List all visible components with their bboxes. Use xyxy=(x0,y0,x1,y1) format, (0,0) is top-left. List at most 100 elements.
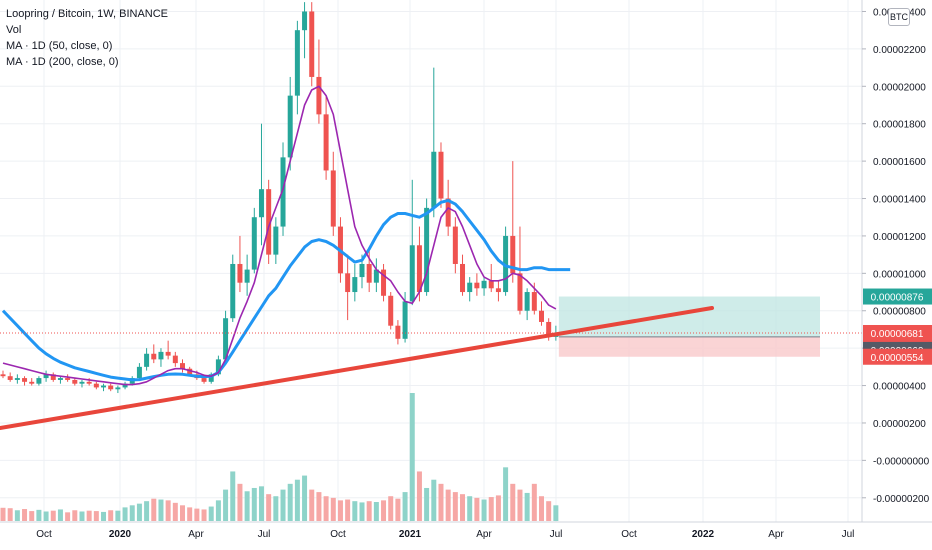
ma200-line xyxy=(1,198,571,382)
volume-bar xyxy=(101,511,107,521)
volume-bar xyxy=(438,483,444,521)
candle-body xyxy=(510,235,516,274)
candle-body xyxy=(352,277,358,293)
candle-body xyxy=(180,363,185,369)
candle-body xyxy=(294,30,300,96)
candle-body xyxy=(402,301,408,339)
x-tick-label: Oct xyxy=(621,529,637,540)
volume-bar xyxy=(57,509,63,521)
candle-body xyxy=(373,269,379,283)
candle-body xyxy=(230,263,236,319)
volume-bar xyxy=(546,501,552,521)
volume-bar xyxy=(151,498,157,521)
currency-badge[interactable]: BTC xyxy=(888,8,910,26)
candle-body xyxy=(345,273,351,293)
candle-body xyxy=(467,282,473,293)
y-tick-label: 0.00002200 xyxy=(873,45,926,56)
legend-ma200[interactable]: MA · 1D (200, close, 0) xyxy=(6,56,119,68)
volume-bar xyxy=(194,508,200,521)
volume-bar xyxy=(495,495,501,521)
y-tick-label: 0.00000200 xyxy=(873,419,926,430)
candle-body xyxy=(546,321,552,337)
candle-body xyxy=(115,387,121,390)
candle-body xyxy=(172,355,178,364)
stop-price-label-bg xyxy=(863,348,932,365)
volume-bar xyxy=(337,500,343,521)
volume-bar xyxy=(36,509,42,521)
x-tick-label: Jul xyxy=(550,529,563,540)
candle-body xyxy=(409,245,415,302)
candle-body xyxy=(323,114,329,171)
volume-bar xyxy=(244,491,250,521)
volume-bar xyxy=(79,511,85,521)
candle-body xyxy=(438,151,444,199)
target-price-label: 0.00000876 xyxy=(871,293,924,304)
candle-body xyxy=(287,95,293,158)
candle-body xyxy=(223,318,229,360)
candle-body xyxy=(460,263,466,293)
volume-bar xyxy=(460,494,466,521)
volume-bar xyxy=(187,507,193,521)
y-tick-label: -0.00000000 xyxy=(873,456,930,467)
x-tick-label: 2020 xyxy=(109,529,132,540)
y-tick-label: 0.00001200 xyxy=(873,232,926,243)
volume-bar xyxy=(50,510,56,521)
candle-body xyxy=(474,282,480,289)
volume-bar xyxy=(467,496,473,521)
volume-bar xyxy=(258,486,264,521)
volume-bar xyxy=(416,471,422,521)
volume-bar xyxy=(553,505,559,521)
candle-body xyxy=(201,378,207,382)
legend-ma50[interactable]: MA · 1D (50, close, 0) xyxy=(6,40,113,52)
volume-bar xyxy=(165,500,171,521)
trendline xyxy=(0,306,714,430)
volume-bar xyxy=(230,471,236,521)
volume-bar xyxy=(0,507,6,521)
candle-body xyxy=(359,263,365,278)
volume-bar xyxy=(539,496,544,521)
volume-bar xyxy=(359,502,365,521)
volume-bar xyxy=(352,501,358,521)
candle-body xyxy=(266,189,272,255)
volume-bar xyxy=(316,492,322,521)
volume-bar xyxy=(115,510,121,521)
volume-bar xyxy=(488,497,494,521)
candle-body xyxy=(29,381,35,384)
ma50-line xyxy=(2,85,557,386)
candle-body xyxy=(258,189,264,218)
y-tick-label: 0.00001600 xyxy=(873,157,926,168)
candle-body xyxy=(79,381,85,384)
candle-body xyxy=(452,226,458,264)
volume-bar xyxy=(93,511,99,521)
candle-body xyxy=(445,198,451,227)
y-tick-label: -0.00000200 xyxy=(873,494,930,505)
volume-bar xyxy=(201,509,207,521)
drawing-tools[interactable] xyxy=(0,296,862,430)
volume-bar xyxy=(531,483,537,521)
x-tick-label: Apr xyxy=(476,529,492,540)
candle-body xyxy=(122,383,128,388)
volume-bar xyxy=(481,499,487,521)
volume-bar xyxy=(65,512,71,521)
volume-bar xyxy=(208,506,214,521)
time-axis: Oct 2020 Apr Jul Oct 2021 Apr Jul Oct 2022 Apr Jul xyxy=(0,521,932,540)
price-axis: 0.000024000.000022000.000020000.00001800… xyxy=(861,0,932,550)
volume-bar xyxy=(14,510,20,521)
candle-body xyxy=(366,263,372,283)
candle-body xyxy=(0,374,6,377)
candle-body xyxy=(388,295,394,326)
volume-bar xyxy=(510,483,516,521)
legend-title[interactable]: Loopring / Bitcoin, 1W, BINANCE xyxy=(6,8,169,20)
candle-body xyxy=(237,263,243,283)
last-price-label: 0.00000681 xyxy=(871,329,924,340)
candle-body xyxy=(316,76,322,115)
moving-averages xyxy=(1,85,571,386)
volume-bar xyxy=(294,479,300,521)
volume-bar xyxy=(323,496,329,521)
chart-legend: Loopring / Bitcoin, 1W, BINANCE Vol MA ·… xyxy=(6,6,168,70)
candle-body xyxy=(144,353,150,367)
volume-bar xyxy=(524,492,530,521)
legend-volume[interactable]: Vol xyxy=(6,24,22,36)
axis-background xyxy=(862,0,932,550)
